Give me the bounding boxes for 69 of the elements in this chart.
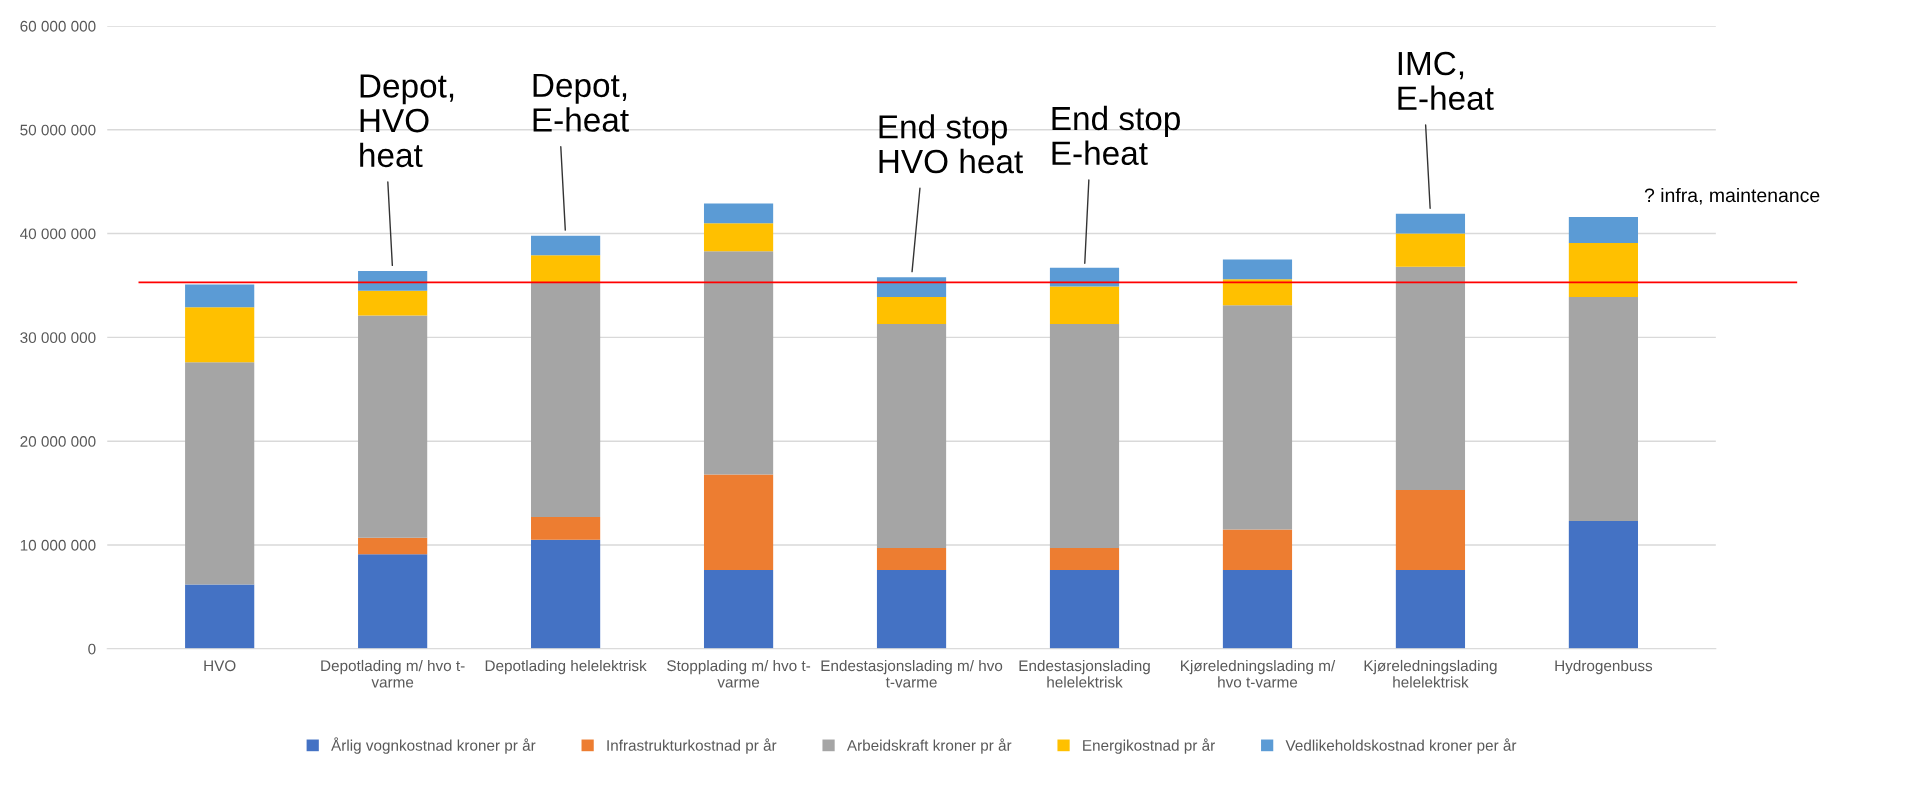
bar xyxy=(1222,529,1293,570)
bar xyxy=(531,539,601,649)
bar xyxy=(1395,233,1466,267)
bar xyxy=(1395,213,1466,234)
bar xyxy=(876,569,947,649)
legend-label: Energikostnad pr år xyxy=(1083,738,1215,754)
annotation: End stop HVO heat xyxy=(879,114,1023,174)
bar xyxy=(185,362,255,585)
bar xyxy=(1222,569,1293,649)
bar xyxy=(358,537,428,555)
bar xyxy=(703,223,774,252)
x-tick-label: HVO xyxy=(204,660,236,672)
bar xyxy=(531,255,601,283)
bar xyxy=(703,474,774,570)
annotation: Depot, E-heat xyxy=(533,73,629,132)
x-tick-label: Endestasjonslading m/ hvo t-varme xyxy=(821,659,1003,688)
bar xyxy=(1568,521,1638,649)
x-tick-label: Kjøreledningslading m/ hvo t-varme xyxy=(1181,659,1336,688)
bar xyxy=(185,584,255,649)
bar xyxy=(876,548,947,570)
bar xyxy=(1049,286,1120,324)
bar xyxy=(876,323,947,549)
bar xyxy=(531,235,601,256)
y-tick-label: 50 000 000 xyxy=(20,124,96,136)
bar xyxy=(876,277,947,297)
x-tick-label: Kjøreledningslading helelektrisk xyxy=(1364,659,1497,688)
bar xyxy=(703,251,774,475)
bar xyxy=(358,270,428,291)
bar xyxy=(1395,489,1466,570)
bar xyxy=(1568,242,1638,297)
bar xyxy=(358,290,428,316)
bar xyxy=(185,284,255,308)
x-tick-label: Depotlading m/ hvo t- varme xyxy=(321,659,465,688)
annotation: End stop E-heat xyxy=(1052,105,1180,166)
bar xyxy=(531,282,601,517)
bar xyxy=(1395,569,1466,649)
x-tick-label: Depotlading helelektrisk xyxy=(485,659,647,675)
bar xyxy=(358,554,428,649)
bar xyxy=(703,569,774,649)
y-tick-label: 10 000 000 xyxy=(20,539,96,551)
y-tick-label: 30 000 000 xyxy=(20,332,96,344)
y-tick-label: 0 xyxy=(88,643,96,655)
legend-label: Årlig vognkostnad kroner pr år xyxy=(331,737,536,754)
bar xyxy=(1568,216,1638,243)
annotation: ? infra, maintenance xyxy=(1644,187,1820,205)
bar xyxy=(1568,296,1638,522)
bar xyxy=(1222,279,1293,306)
bar xyxy=(1395,266,1466,490)
annotation: IMC, E-heat xyxy=(1398,51,1494,111)
bar xyxy=(703,203,774,224)
y-tick-label: 40 000 000 xyxy=(20,228,96,240)
bar xyxy=(876,296,947,324)
legend-label: Infrastrukturkostnad pr år xyxy=(607,738,777,754)
bar xyxy=(531,516,601,540)
x-tick-label: Stopplading m/ hvo t- varme xyxy=(667,659,811,688)
legend-label: Vedlikeholdskostnad kroner per år xyxy=(1285,738,1517,754)
bar xyxy=(1049,323,1120,549)
bar xyxy=(1222,259,1293,280)
bar xyxy=(1049,569,1120,649)
bar xyxy=(1049,548,1120,570)
annotation: Depot, HVO heat xyxy=(360,74,454,168)
x-tick-label: Hydrogenbuss xyxy=(1555,659,1653,675)
bar xyxy=(358,315,428,538)
bar xyxy=(185,307,255,363)
y-tick-label: 20 000 000 xyxy=(20,436,96,447)
y-tick-label: 60 000 000 xyxy=(20,20,96,32)
legend-label: Arbeidskraft kroner pr år xyxy=(846,738,1012,754)
bar xyxy=(1222,305,1293,530)
x-tick-label: Endestasjonslading helelektrisk xyxy=(1019,659,1150,688)
